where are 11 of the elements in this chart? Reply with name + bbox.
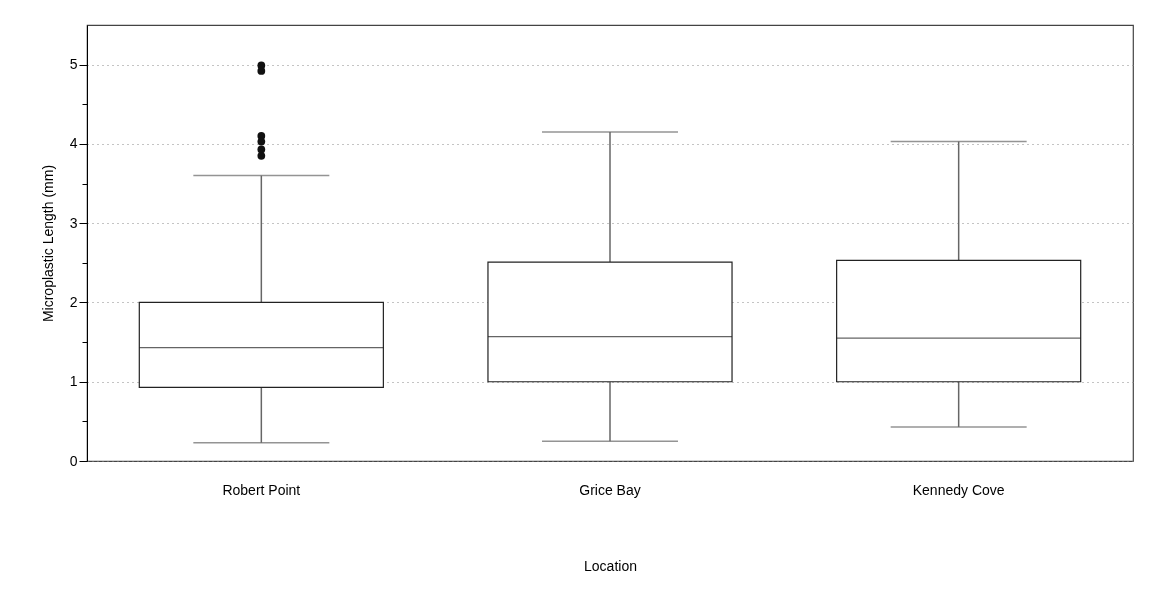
y-tick-label: 3 [69,214,78,231]
x-axis-title: Location [584,557,637,574]
y-tick-label: 0 [69,452,78,469]
y-tick-label: 2 [69,293,78,310]
y-tick-label: 5 [69,56,78,73]
x-tick-label: Grice Bay [579,481,641,498]
x-tick-label: Kennedy Cove [912,481,1005,498]
y-axis-title: Microplastic Length (mm) [39,164,56,323]
y-tick-label: 4 [69,135,78,152]
x-tick-label: Robert Point [222,481,301,498]
y-tick-label: 1 [69,373,78,390]
